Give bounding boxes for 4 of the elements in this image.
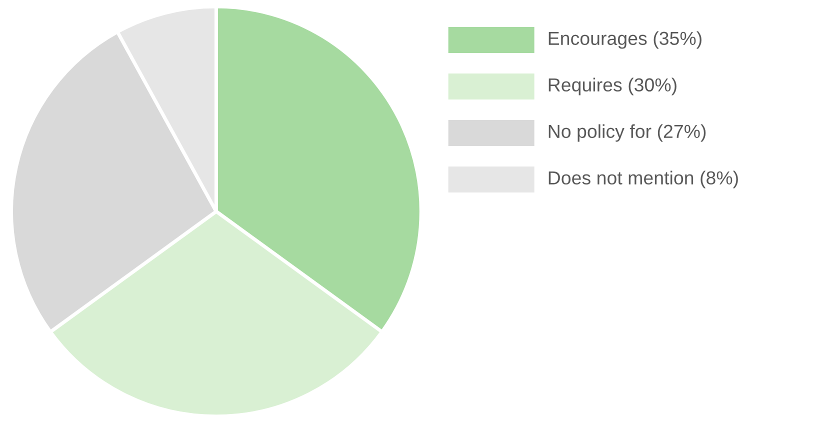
legend-label: No policy for (27%) (548, 124, 706, 142)
legend-label: Requires (30%) (548, 78, 676, 96)
legend-label: Does not mention (8%) (548, 170, 738, 188)
legend-label: Encourages (35%) (548, 31, 702, 49)
